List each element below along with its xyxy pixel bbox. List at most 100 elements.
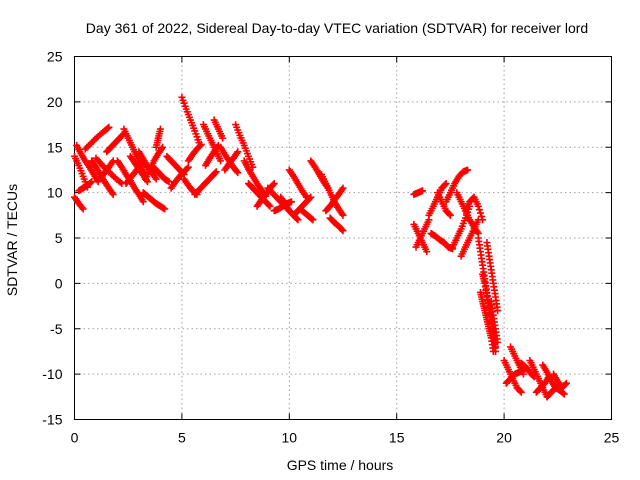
data-point	[79, 205, 87, 213]
data-point	[109, 190, 117, 198]
y-tick-label: 25	[47, 49, 63, 65]
data-point	[270, 180, 278, 188]
data-point	[339, 184, 347, 192]
series-arc-26	[202, 141, 222, 169]
x-tick-label: 5	[178, 430, 186, 446]
series-arc-27	[210, 116, 227, 142]
data-point	[517, 388, 525, 396]
data-point	[559, 389, 567, 397]
series-arc-42	[322, 184, 347, 215]
data-point	[338, 226, 346, 234]
data-point	[104, 124, 112, 132]
data-point	[478, 212, 486, 220]
series-arc-57	[479, 270, 500, 355]
data-point	[78, 204, 86, 212]
series-arc-43	[326, 214, 347, 235]
data-point	[217, 157, 225, 165]
series-arc-68	[550, 370, 570, 392]
data-point	[442, 180, 450, 188]
data-point	[516, 387, 524, 395]
data-point	[234, 148, 242, 156]
data-point	[494, 338, 502, 346]
series-arc-17	[148, 161, 173, 186]
data-point	[475, 206, 483, 214]
data-point	[423, 248, 431, 256]
data-point	[446, 211, 454, 219]
data-point	[294, 216, 302, 224]
data-point	[183, 164, 191, 172]
data-point	[339, 227, 347, 235]
data-point	[418, 187, 426, 195]
data-point	[233, 167, 241, 175]
series-arc-49	[434, 189, 454, 219]
data-point	[212, 168, 220, 176]
series-arc-20	[167, 163, 192, 192]
x-axis-label: GPS time / hours	[287, 457, 394, 473]
series-arc-53	[457, 216, 482, 260]
data-point	[479, 216, 487, 224]
data-point	[309, 216, 317, 224]
data-point	[152, 175, 160, 183]
data-point	[87, 179, 95, 187]
x-tick-label: 25	[604, 430, 620, 446]
series-arc-15	[139, 189, 169, 213]
y-tick-label: 20	[47, 94, 63, 110]
data-point	[560, 390, 568, 398]
x-tick-label: 15	[389, 430, 405, 446]
data-point	[307, 193, 315, 201]
x-tick-labels: 0 5 10 15 20 25	[71, 430, 620, 446]
data-point	[197, 141, 205, 149]
y-tick-label: -10	[42, 366, 62, 382]
data-point	[219, 134, 227, 142]
data-point	[266, 202, 274, 210]
data-point	[269, 181, 277, 189]
data-point	[339, 211, 347, 219]
data-point	[265, 201, 273, 209]
data-point	[308, 215, 316, 223]
data-point	[306, 194, 314, 202]
series-arc-9	[103, 130, 128, 156]
y-tick-label: 0	[55, 275, 63, 291]
x-tick-label: 10	[282, 430, 298, 446]
y-tick-label: -5	[50, 321, 63, 337]
data-point	[165, 178, 173, 186]
data-point	[161, 205, 169, 213]
series-arc-59	[487, 298, 502, 346]
series-arc-58	[483, 239, 502, 315]
data-point	[159, 143, 167, 151]
data-point	[184, 163, 192, 171]
series-arc-24	[191, 168, 220, 198]
data-points	[71, 93, 570, 401]
data-point	[494, 307, 502, 315]
series-arc-30	[232, 121, 257, 171]
series-arc-4	[75, 178, 96, 195]
series-arc-54	[461, 193, 487, 224]
series-arc-51	[449, 202, 474, 251]
y-tick-label: 5	[55, 230, 63, 246]
y-tick-labels: -15 -10 -5 0 5 10 15 20 25	[42, 49, 62, 428]
series-arc-7	[92, 154, 126, 188]
data-point	[561, 380, 569, 388]
data-point	[476, 209, 484, 217]
y-tick-label: 10	[47, 185, 63, 201]
data-point	[105, 123, 113, 131]
x-tick-label: 20	[496, 430, 512, 446]
data-point	[196, 142, 204, 150]
x-tick-label: 0	[71, 430, 79, 446]
chart-title: Day 361 of 2022, Sidereal Day-to-day VTE…	[86, 20, 588, 36]
series-arc-62	[507, 343, 527, 378]
data-point	[474, 202, 482, 210]
y-tick-label: 15	[47, 139, 63, 155]
data-point	[562, 379, 570, 387]
data-point	[234, 169, 242, 177]
data-point	[441, 181, 449, 189]
series-arc-5	[81, 123, 113, 153]
series-arc-50	[442, 166, 472, 206]
data-point	[293, 215, 301, 223]
series-arc-18	[152, 125, 164, 151]
data-point	[519, 370, 527, 378]
series-arc-44	[410, 187, 426, 198]
data-point	[445, 210, 453, 218]
series-arc-29	[221, 148, 242, 174]
